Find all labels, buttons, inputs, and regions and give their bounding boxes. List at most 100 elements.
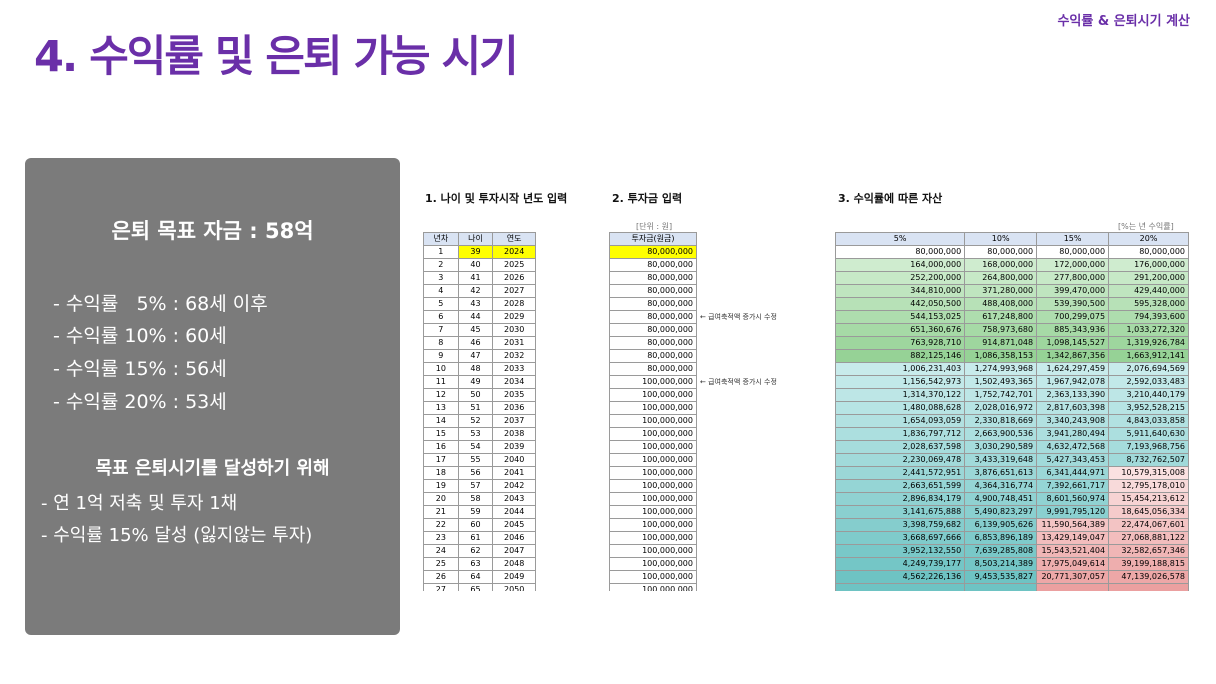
table-cell: 7 <box>423 323 459 337</box>
asset-cell: 291,200,000 <box>1108 271 1189 285</box>
table-cell: 12 <box>423 388 459 402</box>
table-cell: 21 <box>423 505 459 519</box>
table-cell: 44 <box>457 310 494 324</box>
asset-cell: 399,470,000 <box>1036 284 1110 298</box>
asset-cell: 794,393,600 <box>1108 310 1189 324</box>
asset-cell: 13,429,149,047 <box>1036 531 1110 545</box>
column-header: 15% <box>1036 232 1110 246</box>
table-row: 100,000,000 <box>609 375 697 389</box>
table-cell: 49 <box>457 375 494 389</box>
table-row: 8 46 2031 <box>423 336 536 350</box>
table-row: 252,200,000 264,800,000 277,800,000 291,200… <box>835 271 1189 285</box>
asset-cell: 442,050,500 <box>835 297 966 311</box>
table-row: 18 56 2041 <box>423 466 536 480</box>
asset-cell <box>1036 583 1110 591</box>
investment-cell: 100,000,000 <box>609 388 697 402</box>
investment-cell: 80,000,000 <box>609 362 697 376</box>
edit-note: ← 급여축적액 증가시 수정 <box>700 313 777 321</box>
age-section-title: 1. 나이 및 투자시작 년도 입력 <box>425 192 568 205</box>
asset-cell: 1,274,993,968 <box>964 362 1038 376</box>
table-row: 80,000,000 <box>609 245 697 259</box>
asset-cell: 758,973,680 <box>964 323 1038 337</box>
table-row: 14 52 2037 <box>423 414 536 428</box>
table-row: 4,249,739,177 8,503,214,389 17,975,049,614… <box>835 557 1189 571</box>
asset-cell: 2,028,637,598 <box>835 440 966 454</box>
table-row: 3,952,132,550 7,639,285,808 15,543,521,404… <box>835 544 1189 558</box>
table-cell: 2029 <box>492 310 536 324</box>
investment-cell: 80,000,000 <box>609 245 697 259</box>
asset-cell: 3,340,243,908 <box>1036 414 1110 428</box>
table-cell: 53 <box>457 427 494 441</box>
table-cell: 2049 <box>492 570 536 584</box>
table-cell: 40 <box>457 258 494 272</box>
asset-cell: 4,562,226,136 <box>835 570 966 584</box>
column-header: 5% <box>835 232 966 246</box>
table-cell: 51 <box>457 401 494 415</box>
table-row: 80,000,000 <box>609 336 697 350</box>
asset-cell: 2,663,900,536 <box>964 427 1038 441</box>
asset-cell: 2,592,033,483 <box>1108 375 1189 389</box>
table-cell: 6 <box>423 310 459 324</box>
asset-cell: 1,342,867,356 <box>1036 349 1110 363</box>
asset-cell: 763,928,710 <box>835 336 966 350</box>
investment-cell: 100,000,000 <box>609 570 697 584</box>
table-cell: 2026 <box>492 271 536 285</box>
table-cell: 47 <box>457 349 494 363</box>
table-row: 4 42 2027 <box>423 284 536 298</box>
investment-cell: 80,000,000 <box>609 297 697 311</box>
asset-cell: 1,624,297,459 <box>1036 362 1110 376</box>
table-cell: 52 <box>457 414 494 428</box>
table-cell: 2044 <box>492 505 536 519</box>
asset-cell: 2,330,818,669 <box>964 414 1038 428</box>
unit-label: [단위 : 원] <box>636 222 673 231</box>
asset-cell: 2,896,834,179 <box>835 492 966 506</box>
asset-cell: 700,299,075 <box>1036 310 1110 324</box>
table-cell: 62 <box>457 544 494 558</box>
table-cell: 2041 <box>492 466 536 480</box>
page-title: 4. 수익률 및 은퇴 가능 시기 <box>34 32 519 82</box>
asset-cell: 15,454,213,612 <box>1108 492 1189 506</box>
table-row: 100,000,000 <box>609 557 697 571</box>
table-row: 3,668,697,666 6,853,896,189 13,429,149,047… <box>835 531 1189 545</box>
table-row: 3 41 2026 <box>423 271 536 285</box>
investment-cell: 100,000,000 <box>609 440 697 454</box>
table-cell: 60 <box>457 518 494 532</box>
asset-cell: 32,582,657,346 <box>1108 544 1189 558</box>
asset-cell: 164,000,000 <box>835 258 966 272</box>
asset-cell: 539,390,500 <box>1036 297 1110 311</box>
asset-cell: 3,952,528,215 <box>1108 401 1189 415</box>
column-header: 나이 <box>457 232 494 246</box>
table-row: 100,000,000 <box>609 427 697 441</box>
table-cell: 57 <box>457 479 494 493</box>
table-row: 100,000,000 <box>609 492 697 506</box>
table-cell: 23 <box>423 531 459 545</box>
table-cell: 1 <box>423 245 459 259</box>
table-row: 344,810,000 371,280,000 399,470,000 429,440… <box>835 284 1189 298</box>
table-row: 80,000,000 <box>609 362 697 376</box>
table-row: 5 43 2028 <box>423 297 536 311</box>
asset-cell: 1,314,370,122 <box>835 388 966 402</box>
asset-cell: 1,836,797,712 <box>835 427 966 441</box>
asset-cell: 1,654,093,059 <box>835 414 966 428</box>
asset-cell: 7,392,661,717 <box>1036 479 1110 493</box>
table-row: 882,125,146 1,086,358,153 1,342,867,356 1,6… <box>835 349 1189 363</box>
asset-cell: 8,503,214,389 <box>964 557 1038 571</box>
table-row: 1,480,088,628 2,028,016,972 2,817,603,398 3… <box>835 401 1189 415</box>
asset-cell: 47,139,026,578 <box>1108 570 1189 584</box>
table-row: 100,000,000 <box>609 583 697 591</box>
table-cell: 63 <box>457 557 494 571</box>
investment-cell: 80,000,000 <box>609 323 697 337</box>
table-row: 25 63 2048 <box>423 557 536 571</box>
assets-table: 5% 10% 15% 20% 80,000,000 80,000,000 80,00… <box>835 232 1189 591</box>
asset-cell: 1,086,358,153 <box>964 349 1038 363</box>
asset-cell: 80,000,000 <box>1108 245 1189 259</box>
table-cell: 18 <box>423 466 459 480</box>
asset-cell: 1,098,145,527 <box>1036 336 1110 350</box>
table-row: 17 55 2040 <box>423 453 536 467</box>
table-row: 9 47 2032 <box>423 349 536 363</box>
table-cell: 25 <box>423 557 459 571</box>
table-row: 544,153,025 617,248,800 700,299,075 794,393… <box>835 310 1189 324</box>
table-cell: 46 <box>457 336 494 350</box>
investment-cell: 100,000,000 <box>609 557 697 571</box>
asset-cell: 544,153,025 <box>835 310 966 324</box>
